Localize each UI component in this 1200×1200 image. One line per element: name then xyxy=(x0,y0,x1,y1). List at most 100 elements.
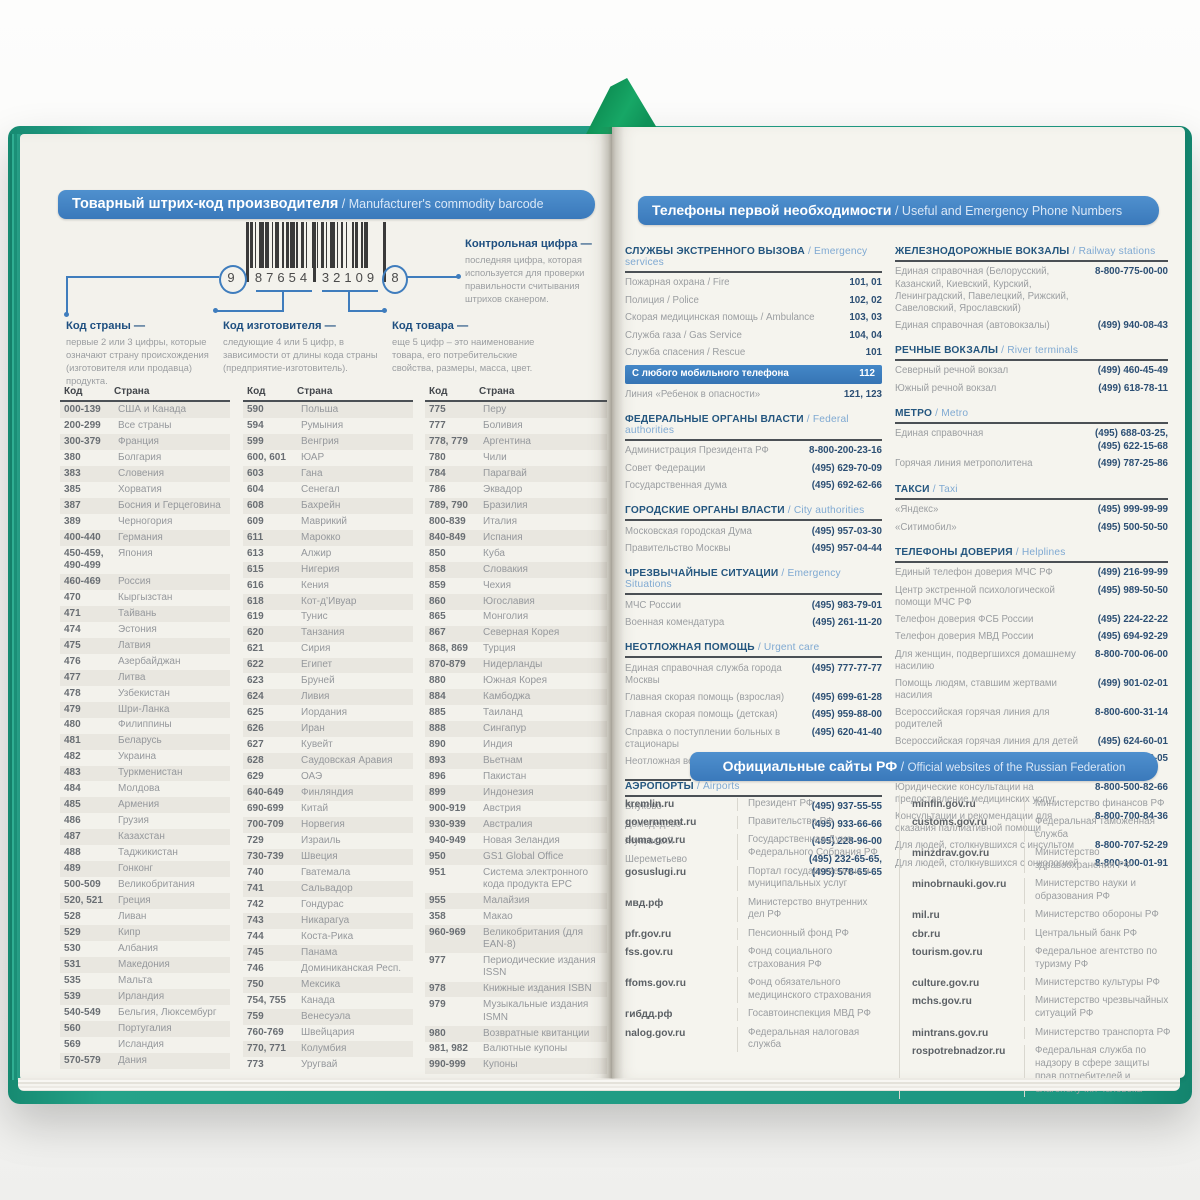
country-name-cell: Иран xyxy=(301,723,325,735)
country-name-cell: Тунис xyxy=(301,611,328,623)
barcode-bar xyxy=(274,222,280,268)
country-name-cell: Румыния xyxy=(301,419,344,431)
country-name-cell: Шри-Ланка xyxy=(118,703,170,715)
country-code-cell: 615 xyxy=(247,563,264,575)
country-code-cell: 529 xyxy=(64,927,81,939)
website-domain: minobrnauki.gov.ru xyxy=(912,879,1007,891)
country-name-cell: Куба xyxy=(483,547,505,559)
country-table-column-1: Код Страна 000-139 США и Канада 200-299 Все с… xyxy=(60,386,230,1069)
table-row: 489 Гонконг xyxy=(60,861,230,878)
country-code-cell: 621 xyxy=(247,643,264,655)
table-row: 470 Кыргызстан xyxy=(60,590,230,606)
table-row: 729 Израиль xyxy=(243,833,413,849)
country-code-cell: 867 xyxy=(429,627,446,639)
phone-label: МЧС России xyxy=(625,599,682,611)
barcode-digit-group: 87654 xyxy=(254,270,312,285)
country-name-cell: Израиль xyxy=(301,835,341,847)
country-code-cell: 743 xyxy=(247,914,264,926)
country-code-cell: 690-699 xyxy=(247,803,284,815)
country-name-cell: Финляндия xyxy=(301,787,354,799)
phone-row: Военная комендатура (495) 261-11-20 xyxy=(625,615,882,633)
website-row: customs.gov.ru Федеральная таможенная слу… xyxy=(912,813,1171,844)
phone-number: 8-800-700-84-36 xyxy=(1095,811,1168,823)
barcode-bar xyxy=(321,222,325,268)
phone-row: Жуковский (495) 228-96-00 xyxy=(625,834,882,852)
section-title-en: Taxi xyxy=(938,483,958,495)
country-code-cell: 626 xyxy=(247,723,264,735)
phone-row: Единый телефон доверия МЧС РФ (499) 216-9… xyxy=(895,565,1168,583)
barcode-bar xyxy=(296,222,298,268)
table-row: 383 Словения xyxy=(60,465,230,482)
phone-number: (499) 618-78-11 xyxy=(1098,382,1168,394)
country-name-cell: Ливан xyxy=(118,911,147,923)
table-row: 471 Тайвань xyxy=(60,605,230,622)
table-row: 744 Коста-Рика xyxy=(243,929,413,945)
barcode-bar xyxy=(259,222,264,268)
country-code-cell: 530 xyxy=(64,943,81,955)
separator: / xyxy=(804,246,815,257)
country-code-cell: 500-509 xyxy=(64,879,101,891)
phone-row: Северный речной вокзал (499) 460-45-49 xyxy=(895,363,1168,381)
website-domain: mintrans.gov.ru xyxy=(912,1027,989,1039)
table-row: 483 Туркменистан xyxy=(60,765,230,782)
phone-number: (495) 224-22-22 xyxy=(1097,613,1168,625)
country-code-cell: 477 xyxy=(64,671,81,683)
phone-section: ЧРЕЗВЫЧАЙНЫЕ СИТУАЦИИ / Emergency Situat… xyxy=(625,568,882,632)
country-code-cell: 930-939 xyxy=(429,819,466,831)
table-row: 479 Шри-Ланка xyxy=(60,701,230,718)
phone-label: Горячая линия метрополитена xyxy=(895,458,1033,470)
table-row: 380 Болгария xyxy=(60,450,230,466)
phone-label: Южный речной вокзал xyxy=(895,382,997,394)
country-name-cell: Китай xyxy=(301,803,329,815)
table-row: 960-969 Великобритания (для EAN-8) xyxy=(425,925,607,954)
barcode-bar xyxy=(311,222,314,268)
country-name-cell: Парагвай xyxy=(483,467,527,479)
country-code-cell: 865 xyxy=(429,611,446,623)
phone-row: Южный речной вокзал (499) 618-78-11 xyxy=(895,380,1168,398)
website-domain: ffoms.gov.ru xyxy=(625,978,686,990)
country-code-cell: 979 xyxy=(429,999,446,1011)
country-code-cell: 623 xyxy=(247,675,264,687)
table-header-row: Код Страна xyxy=(425,386,607,402)
phone-label: Единая справочная (автовокзалы) xyxy=(895,319,1050,331)
country-code-cell: 569 xyxy=(64,1038,81,1050)
phone-section-header: НЕОТЛОЖНАЯ ПОМОЩЬ / Urgent care xyxy=(625,642,882,659)
country-name-cell: Япония xyxy=(118,547,153,559)
phone-section: СЛУЖБЫ ЭКСТРЕННОГО ВЫЗОВА / Emergency se… xyxy=(625,246,882,404)
country-code-cell: 628 xyxy=(247,755,264,767)
country-name-cell: Черногория xyxy=(118,515,173,527)
country-code-cell: 896 xyxy=(429,771,446,783)
website-domain: fss.gov.ru xyxy=(625,947,673,958)
phone-row: Шереметьево (495) 232-65-65, (495) 578-65… xyxy=(625,852,882,882)
country-code-cell: 955 xyxy=(429,895,446,907)
column-header-country: Страна xyxy=(479,386,515,397)
table-row: 535 Мальта xyxy=(60,973,230,989)
phone-label: Справка о поступлении больных в стациона… xyxy=(625,726,781,751)
table-row: 613 Алжир xyxy=(243,546,413,562)
barcode-bar xyxy=(316,222,319,268)
annotation-body: последняя цифра, которая используется дл… xyxy=(465,254,585,304)
country-name-cell: Бруней xyxy=(301,675,335,687)
phone-label: Домодедово xyxy=(625,818,682,830)
country-name-cell: Египет xyxy=(301,659,333,671)
country-code-cell: 608 xyxy=(247,499,264,511)
phone-section-header: ЧРЕЗВЫЧАЙНЫЕ СИТУАЦИИ / Emergency Situat… xyxy=(625,568,882,596)
table-row: 627 Кувейт xyxy=(243,737,413,753)
country-name-cell: Камбоджа xyxy=(483,691,531,703)
phone-row: Всероссийская горячая линия для детей (49… xyxy=(895,733,1168,751)
separator: / xyxy=(932,407,942,419)
country-name-cell: Великобритания (для EAN-8) xyxy=(483,927,583,951)
country-code-cell: 609 xyxy=(247,515,264,527)
website-row: гибдд.рф Госавтоинспекция МВД РФ xyxy=(625,1005,884,1023)
separator: / xyxy=(929,483,939,495)
table-row: 885 Таиланд xyxy=(425,705,607,721)
separator: / xyxy=(891,204,902,218)
left-page-title-en: Manufacturer's commodity barcode xyxy=(348,197,544,211)
table-row: 859 Чехия xyxy=(425,578,607,594)
table-row: 389 Черногория xyxy=(60,514,230,530)
website-description: Федеральная налоговая служба xyxy=(737,1026,884,1053)
separator: / xyxy=(998,344,1008,356)
barcode-bar xyxy=(341,222,343,268)
country-code-cell: 480 xyxy=(64,719,81,731)
country-code-cell: 740 xyxy=(247,866,264,878)
